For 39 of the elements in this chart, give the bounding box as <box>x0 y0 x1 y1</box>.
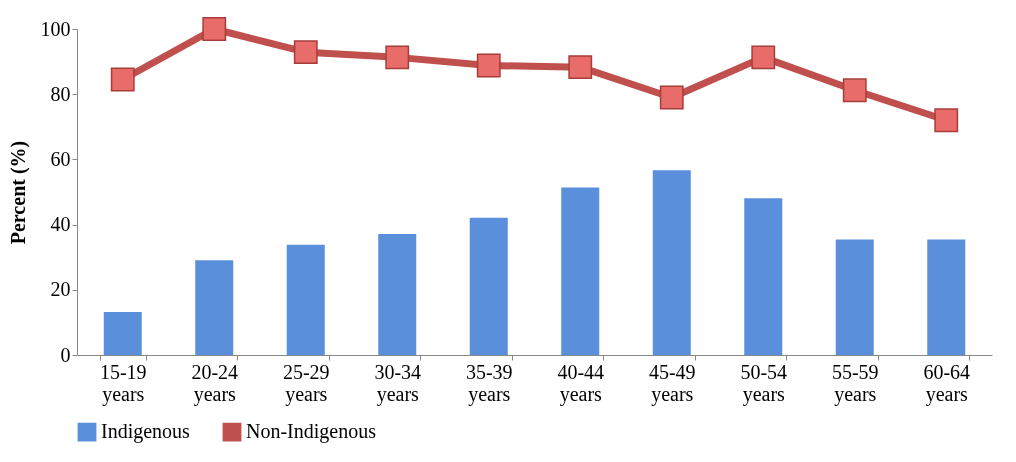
y-tick-label: 80 <box>50 82 71 105</box>
x-tick-label: 55-59 years <box>831 360 879 406</box>
point <box>659 85 684 110</box>
bar <box>286 244 325 355</box>
x-tick-label: 35-39 years <box>465 360 513 406</box>
x-tick-label: 15-19 years <box>99 360 147 406</box>
bar <box>469 217 508 355</box>
y-axis-title: Percent (%) <box>6 140 30 245</box>
bar <box>927 239 966 355</box>
y-tick-label: 0 <box>60 343 71 366</box>
y-tick-label: 60 <box>50 147 71 170</box>
point <box>934 108 959 133</box>
bar <box>835 239 874 355</box>
x-tick-label: 45-49 years <box>648 360 696 406</box>
bar <box>652 170 691 355</box>
point <box>842 78 867 103</box>
x-tick-label: 50-54 years <box>740 360 788 406</box>
x-tick-label: 25-29 years <box>282 360 330 406</box>
y-tick-label: 40 <box>50 213 71 236</box>
bar <box>103 311 142 355</box>
legend-label: Indigenous <box>101 420 191 444</box>
point <box>476 53 501 78</box>
point <box>110 67 135 92</box>
point <box>751 45 776 70</box>
point <box>293 40 318 65</box>
bar <box>195 260 234 355</box>
bar <box>378 234 417 355</box>
x-tick-label: 20-24 years <box>191 360 239 406</box>
x-tick-label: 60-64 years <box>923 360 971 406</box>
bar <box>561 187 600 355</box>
y-tick-label: 20 <box>50 278 71 301</box>
bar <box>744 198 783 355</box>
point <box>202 17 227 41</box>
x-tick-label: 40-44 years <box>557 360 605 406</box>
point <box>568 55 593 80</box>
y-tick-label: 100 <box>40 17 71 40</box>
legend-label: Non-Indigenous <box>246 420 377 444</box>
x-tick-label: 30-34 years <box>374 360 422 406</box>
point <box>385 45 410 70</box>
